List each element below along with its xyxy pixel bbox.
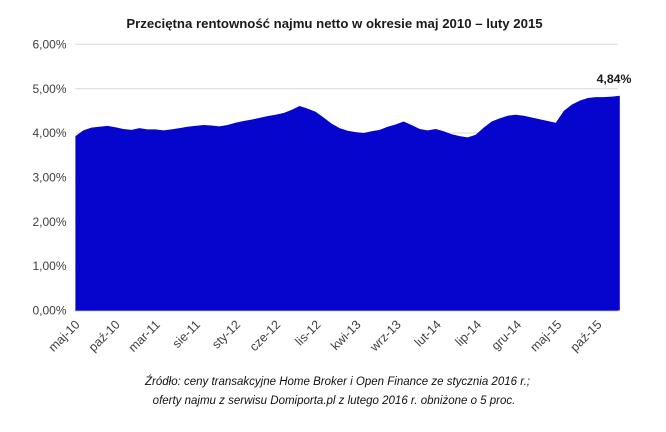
svg-text:4,84%: 4,84% (597, 72, 632, 86)
svg-text:6,00%: 6,00% (32, 38, 66, 52)
svg-text:5,00%: 5,00% (32, 82, 66, 96)
svg-text:0,00%: 0,00% (32, 304, 66, 318)
svg-text:Przeciętna rentowność najmu ne: Przeciętna rentowność najmu netto w okre… (126, 16, 542, 31)
svg-text:1,00%: 1,00% (32, 259, 66, 273)
svg-text:oferty najmu z serwisu Domipor: oferty najmu z serwisu Domiporta.pl z lu… (153, 395, 516, 407)
svg-text:4,00%: 4,00% (32, 126, 66, 140)
svg-text:3,00%: 3,00% (32, 171, 66, 185)
svg-text:2,00%: 2,00% (32, 215, 66, 229)
svg-text:Źródło: ceny transakcyjne Home: Źródło: ceny transakcyjne Home Broker i … (144, 375, 530, 388)
